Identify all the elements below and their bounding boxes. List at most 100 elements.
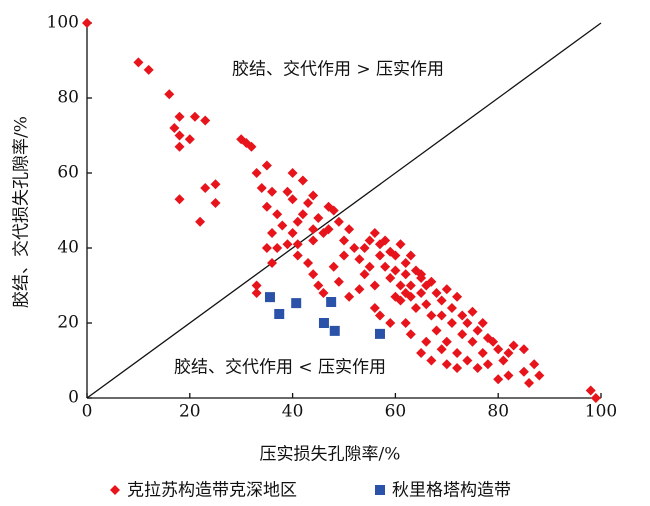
scatter-point <box>421 336 432 347</box>
legend-marker <box>375 485 385 495</box>
scatter-point <box>493 344 504 355</box>
scatter-point <box>264 292 275 303</box>
scatter-point <box>477 348 488 358</box>
scatter-point <box>395 280 406 291</box>
scatter-point <box>534 370 545 381</box>
scatter-point <box>416 348 427 358</box>
scatter-point <box>303 198 314 208</box>
x-tick-label: 80 <box>487 402 509 422</box>
scatter-point <box>477 318 488 328</box>
scatter-point <box>441 336 452 347</box>
scatter-point <box>441 284 452 295</box>
scatter-point <box>297 175 308 186</box>
scatter-point <box>323 224 334 235</box>
scatter-point <box>328 261 339 272</box>
scatter-point <box>267 258 278 268</box>
scatter-point <box>323 201 334 212</box>
scatter-point <box>287 228 298 238</box>
y-tick-label: 40 <box>57 238 79 258</box>
scatter-point <box>405 280 416 291</box>
scatter-point <box>274 309 285 319</box>
scatter-point <box>395 239 406 250</box>
scatter-point <box>590 393 601 403</box>
scatter-point <box>339 235 349 246</box>
scatter-point <box>308 190 319 201</box>
scatter-point <box>431 288 442 298</box>
legend-label: 克拉苏构造带克深地区 <box>127 481 297 501</box>
scatter-point <box>436 344 447 355</box>
scatter-point <box>344 224 355 235</box>
scatter-point <box>385 318 396 328</box>
x-tick-label: 60 <box>385 402 407 422</box>
scatter-point <box>267 186 278 197</box>
scatter-point <box>374 328 385 339</box>
scatter-point <box>374 310 385 321</box>
scatter-point <box>426 355 437 366</box>
scatter-point <box>364 235 375 246</box>
scatter-point <box>385 273 396 283</box>
scatter-point <box>174 111 185 122</box>
scatter-point <box>261 243 272 253</box>
scatter-point <box>462 318 473 328</box>
scatter-point <box>585 385 596 396</box>
scatter-point <box>164 89 175 100</box>
y-axis-title: 胶结、交代损失孔隙率/% <box>12 116 32 308</box>
scatter-point <box>374 250 385 261</box>
scatter-point <box>287 194 298 205</box>
scatter-point <box>272 243 283 253</box>
scatter-point <box>405 329 416 340</box>
scatter-point <box>431 325 442 336</box>
scatter-point <box>421 299 432 310</box>
scatter-point <box>246 141 257 152</box>
scatter-point <box>210 179 221 190</box>
scatter-point <box>287 168 298 178</box>
x-tick-label: 20 <box>179 402 201 422</box>
scatter-point <box>267 228 278 238</box>
scatter-point <box>457 329 468 340</box>
scatter-point <box>308 269 319 280</box>
scatter-point <box>529 359 540 370</box>
scatter-point <box>308 224 319 235</box>
scatter-point <box>374 239 385 250</box>
scatter-point <box>277 220 288 231</box>
scatter-point <box>174 130 185 141</box>
annotation: 胶结、交代作用 > 压实作用 <box>232 60 444 80</box>
scatter-point <box>416 269 427 280</box>
y-tick-label: 20 <box>57 313 79 333</box>
y-tick-label: 0 <box>68 388 79 408</box>
scatter-point <box>416 288 427 298</box>
scatter-point <box>452 348 463 358</box>
scatter-point <box>251 288 262 298</box>
scatter-point <box>200 115 211 126</box>
scatter-point <box>272 209 283 220</box>
y-tick-label: 100 <box>47 13 79 33</box>
scatter-point <box>195 216 206 227</box>
scatter-point <box>282 239 293 250</box>
scatter-point <box>446 318 457 328</box>
scatter-point <box>354 254 365 265</box>
scatter-point <box>493 374 504 385</box>
scatter-point <box>503 348 514 358</box>
scatter-point <box>467 336 478 347</box>
scatter-point <box>359 243 370 253</box>
scatter-point <box>82 18 92 28</box>
scatter-point <box>303 258 314 268</box>
scatter-point <box>452 291 463 302</box>
scatter-point <box>339 250 349 261</box>
scatter-point <box>390 291 401 302</box>
scatter-point <box>472 325 483 336</box>
scatter-point <box>292 216 303 227</box>
scatter-point <box>400 318 411 328</box>
y-tick-label: 60 <box>57 163 79 183</box>
scatter-point <box>359 269 370 280</box>
scatter-point <box>436 310 447 321</box>
legend-label: 秋里格塔构造带 <box>392 481 511 501</box>
scatter-point <box>441 359 452 370</box>
scatter-point <box>200 183 211 193</box>
scatter-point <box>292 239 303 250</box>
scatter-point <box>282 186 293 197</box>
x-tick-label: 100 <box>585 402 617 422</box>
scatter-point <box>390 265 401 276</box>
scatter-point <box>344 291 355 302</box>
scatter-point <box>313 213 324 223</box>
